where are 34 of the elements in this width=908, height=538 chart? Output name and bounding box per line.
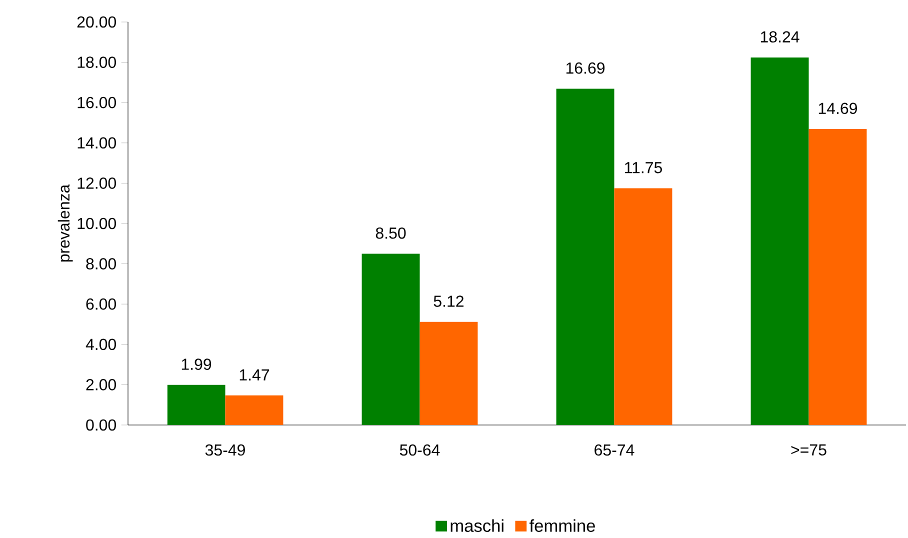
bar	[167, 384, 226, 425]
data-label: 14.69	[818, 102, 857, 114]
data-label: 1.99	[182, 358, 212, 370]
bar	[556, 88, 614, 425]
bar	[362, 254, 420, 425]
data-label: 16.69	[566, 62, 605, 74]
x-tick-label: >=75	[791, 444, 826, 456]
y-axis-title: prevalenza	[58, 184, 73, 262]
data-label: 18.24	[760, 31, 800, 43]
bar	[420, 322, 478, 425]
y-tick-label: 18.00	[78, 56, 116, 68]
x-tick-label: 35-49	[205, 444, 245, 456]
y-tick-label: 0.00	[86, 419, 116, 431]
data-label: 1.47	[240, 369, 269, 380]
y-tick-label: 10.00	[78, 218, 116, 230]
bar	[225, 395, 284, 425]
y-tick-label: 16.00	[78, 96, 116, 108]
x-tick-label: 50-64	[400, 444, 440, 456]
legend-label: maschi	[450, 519, 504, 532]
bar	[614, 188, 672, 425]
y-tick-label: 14.00	[78, 137, 116, 149]
y-tick-label: 20.00	[77, 16, 116, 28]
y-tick-label: 8.00	[86, 258, 116, 270]
y-tick-label: 6.00	[86, 298, 116, 310]
y-tick-label: 12.00	[78, 178, 116, 189]
x-tick-label: 65-74	[594, 444, 634, 456]
data-label: 5.12	[434, 296, 464, 307]
legend-label: femmine	[530, 519, 595, 532]
data-label: 11.75	[625, 162, 662, 174]
bar	[808, 128, 867, 425]
y-tick-label: 2.00	[86, 379, 116, 390]
data-label: 8.50	[376, 227, 406, 239]
bar	[750, 57, 809, 425]
y-tick-label: 4.00	[86, 338, 116, 350]
